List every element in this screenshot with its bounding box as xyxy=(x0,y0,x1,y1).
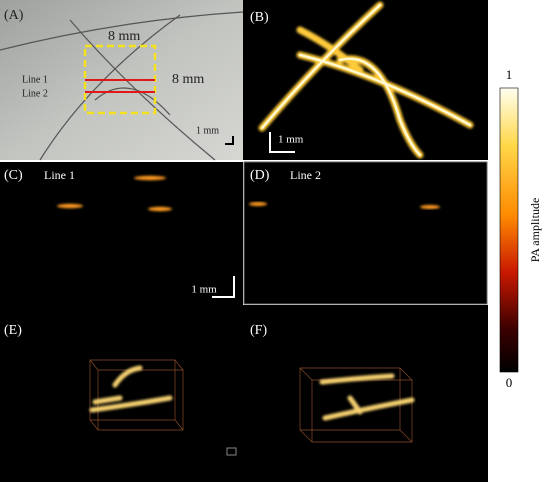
panel-label: (B) xyxy=(250,10,269,25)
hair xyxy=(94,87,171,116)
hair xyxy=(39,14,181,161)
axes-icon xyxy=(226,447,237,456)
scale-bar xyxy=(212,276,235,298)
panel-label: (F) xyxy=(250,323,267,338)
panel-label: (C) xyxy=(4,168,23,183)
annotation: 8 mm xyxy=(108,29,140,44)
panel-label: (A) xyxy=(4,8,24,23)
bounding-box xyxy=(299,367,413,443)
image xyxy=(243,161,488,305)
panel-c: (C) Line 1 1 mm xyxy=(0,162,243,305)
panel-label: (E) xyxy=(4,323,22,338)
signals xyxy=(57,175,172,212)
panel-b: (B) 1 mm xyxy=(243,0,488,160)
image xyxy=(243,0,488,160)
panel-a: (A) 8 mm 8 mm Line 1 Line 2 1 mm xyxy=(0,0,244,161)
signals xyxy=(249,202,440,209)
scale-bar xyxy=(225,136,234,145)
vessel-cores xyxy=(260,3,472,157)
scale-label: 1 mm xyxy=(278,134,304,146)
panel-f: (F) xyxy=(243,305,488,482)
image xyxy=(0,305,243,482)
vessels xyxy=(89,365,173,413)
scale-bar xyxy=(269,132,295,153)
panel-label: (D) xyxy=(250,168,270,183)
colorbar-title: PA amplitude xyxy=(528,198,542,263)
scale-label: 1 mm xyxy=(191,284,217,296)
bounding-box xyxy=(89,359,184,431)
colorbar-min: 0 xyxy=(506,375,513,390)
scale-label: 1 mm xyxy=(196,125,219,136)
hair xyxy=(0,11,244,51)
panel-e: (E) xyxy=(0,305,243,482)
annotation: Line 2 xyxy=(22,88,48,99)
colorbar-max: 1 xyxy=(506,67,513,82)
image xyxy=(0,162,243,305)
panel-title: Line 1 xyxy=(44,168,75,182)
panel-d: (D) Line 2 xyxy=(243,161,488,305)
panel-title: Line 2 xyxy=(290,168,321,182)
vessels xyxy=(319,373,415,421)
annotation: 8 mm xyxy=(172,72,204,87)
image xyxy=(243,305,488,482)
colorbar: 1 0 PA amplitude xyxy=(499,67,542,390)
colorbar-gradient xyxy=(499,87,519,373)
annotation: Line 1 xyxy=(22,74,48,85)
